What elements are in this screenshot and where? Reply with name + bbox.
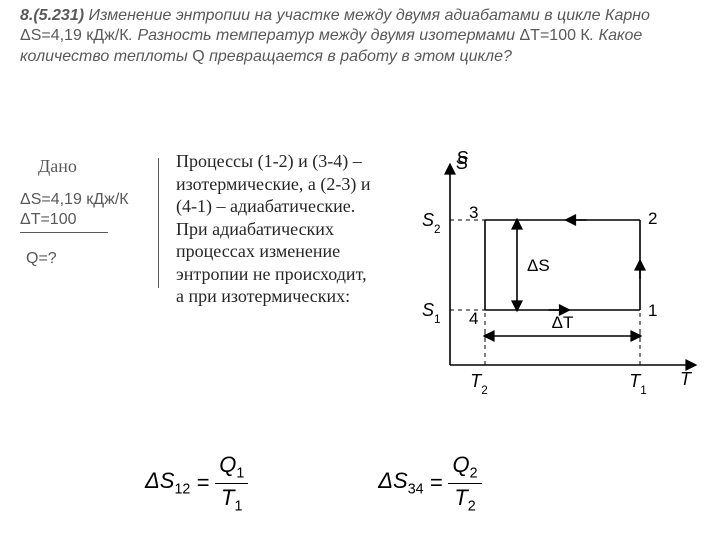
- problem-text-2: . Разность температур между двумя изотер…: [129, 27, 520, 44]
- given-line-2: ΔТ=100: [20, 210, 129, 230]
- f2-num-sub: 2: [470, 466, 478, 482]
- svg-text:T2: T2: [470, 371, 488, 397]
- given-question: Q=?: [26, 250, 57, 268]
- svg-text:S: S: [456, 150, 468, 168]
- svg-text:3: 3: [469, 203, 478, 222]
- problem-text-1: Изменение энтропии на участке между двум…: [84, 7, 650, 24]
- svg-text:S2: S2: [422, 210, 441, 236]
- vertical-separator: [158, 158, 159, 288]
- problem-text-4: превращается в работу в этом цикле?: [205, 48, 512, 65]
- svg-text:4: 4: [469, 309, 478, 328]
- f1-num-sub: 1: [236, 466, 244, 482]
- svg-text:T1: T1: [629, 371, 647, 397]
- problem-statement: 8.(5.231) Изменение энтропии на участке …: [20, 6, 700, 67]
- f2-num: Q: [452, 452, 469, 477]
- f1-lhs-sub: 12: [174, 482, 190, 498]
- formula-dS34: ΔS34 = Q2 T2: [378, 452, 481, 514]
- svg-text:ΔS: ΔS: [527, 256, 550, 275]
- given-title: Дано: [38, 156, 77, 177]
- svg-text:1: 1: [648, 301, 657, 320]
- problem-dS: ΔS=4,19 кДж/К: [20, 27, 129, 44]
- f2-den-sub: 2: [468, 498, 476, 514]
- equals-sign: =: [430, 470, 443, 496]
- problem-dT: ΔТ=100 К: [519, 27, 589, 44]
- f1-num: Q: [219, 452, 236, 477]
- problem-number: 8.(5.231): [20, 7, 84, 24]
- svg-text:2: 2: [648, 209, 657, 228]
- f1-den: T: [221, 485, 234, 510]
- f2-den: T: [454, 485, 467, 510]
- given-block: ΔS=4,19 кДж/К ΔТ=100: [20, 190, 129, 230]
- svg-text:S1: S1: [422, 300, 441, 326]
- formula-dS12: ΔS12 = Q1 T1: [145, 452, 248, 514]
- explanation-text: Процессы (1-2) и (3-4) – изотермические,…: [176, 150, 376, 308]
- carnot-diagram: SSTS2S1T2T11234ΔSΔT: [395, 150, 705, 410]
- given-divider: [20, 232, 108, 233]
- formulas-row: ΔS12 = Q1 T1 ΔS34 = Q2 T2: [145, 448, 645, 518]
- svg-text:T: T: [680, 369, 693, 389]
- f2-lhs-sub: 34: [408, 482, 424, 498]
- equals-sign: =: [196, 470, 209, 496]
- page: 8.(5.231) Изменение энтропии на участке …: [0, 0, 720, 540]
- f1-lhs: ΔS: [145, 468, 174, 493]
- svg-text:ΔT: ΔT: [552, 313, 574, 332]
- problem-Q: Q: [192, 48, 204, 65]
- given-line-1: ΔS=4,19 кДж/К: [20, 190, 129, 210]
- f1-den-sub: 1: [234, 498, 242, 514]
- f2-fraction: Q2 T2: [448, 452, 481, 514]
- f1-fraction: Q1 T1: [215, 452, 248, 514]
- f2-lhs: ΔS: [378, 468, 407, 493]
